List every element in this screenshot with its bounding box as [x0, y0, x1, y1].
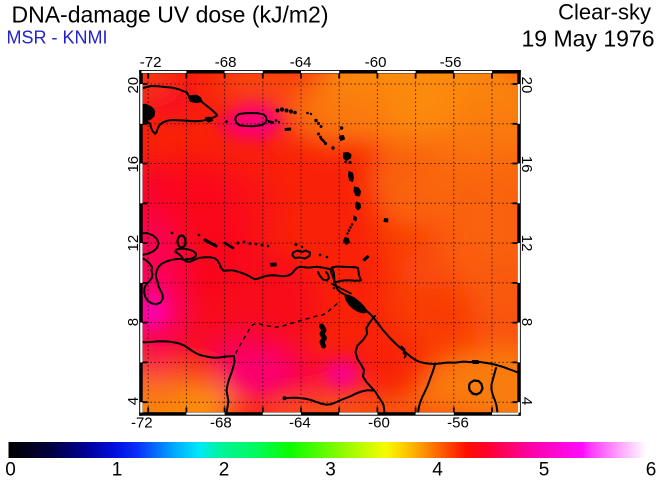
svg-text:-72: -72 — [140, 54, 162, 71]
svg-text:8: 8 — [518, 318, 535, 326]
svg-text:16: 16 — [518, 156, 535, 173]
svg-text:20: 20 — [125, 77, 142, 94]
svg-text:19 May 1976: 19 May 1976 — [522, 25, 655, 51]
svg-text:-56: -56 — [447, 415, 469, 432]
svg-text:-64: -64 — [290, 54, 312, 71]
svg-text:-56: -56 — [440, 54, 462, 71]
svg-text:6: 6 — [646, 459, 657, 480]
svg-text:Clear-sky: Clear-sky — [558, 0, 651, 24]
svg-text:8: 8 — [125, 318, 142, 326]
svg-text:12: 12 — [125, 235, 142, 252]
svg-text:0: 0 — [5, 459, 16, 480]
svg-text:1: 1 — [112, 459, 123, 480]
svg-text:16: 16 — [125, 156, 142, 173]
svg-text:-72: -72 — [131, 415, 153, 432]
svg-text:-68: -68 — [210, 415, 232, 432]
svg-text:20: 20 — [518, 77, 535, 94]
svg-text:-64: -64 — [289, 415, 311, 432]
svg-text:-60: -60 — [365, 54, 387, 71]
svg-text:5: 5 — [539, 459, 550, 480]
svg-text:4: 4 — [125, 397, 142, 405]
svg-text:DNA-damage UV dose (kJ/m2): DNA-damage UV dose (kJ/m2) — [12, 1, 329, 27]
svg-text:3: 3 — [325, 459, 336, 480]
svg-text:12: 12 — [518, 235, 535, 252]
svg-text:4: 4 — [518, 397, 535, 405]
svg-text:MSR - KNMI: MSR - KNMI — [7, 27, 108, 47]
svg-text:-68: -68 — [215, 54, 237, 71]
svg-text:4: 4 — [432, 459, 443, 480]
svg-text:2: 2 — [219, 459, 230, 480]
svg-text:-60: -60 — [368, 415, 390, 432]
